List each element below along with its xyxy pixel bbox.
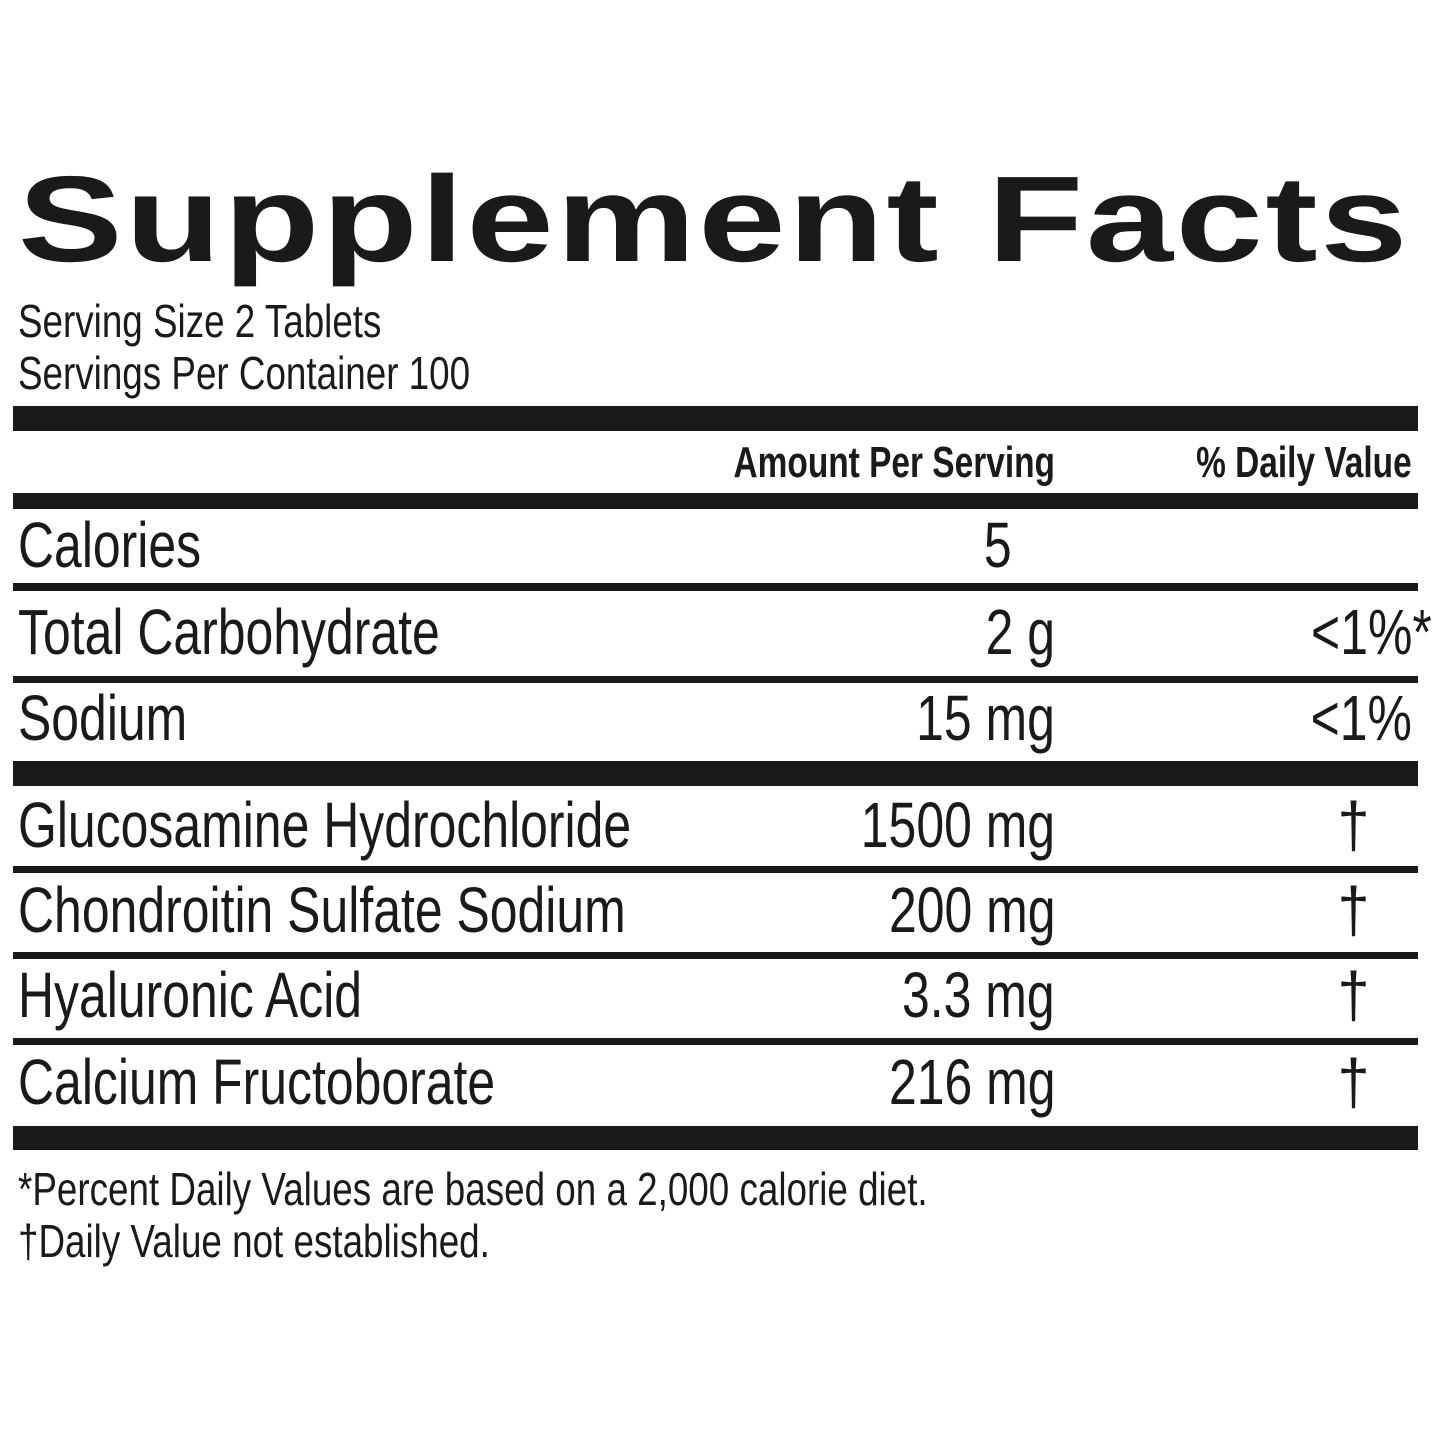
row-divider <box>13 583 1418 591</box>
dagger-mark: † <box>1337 874 1370 946</box>
thick-divider <box>13 1126 1418 1150</box>
ingredient-name: Hyaluronic Acid <box>18 959 363 1031</box>
ingredient-row: Hyaluronic Acid 3.3 mg † <box>0 955 1445 1035</box>
panel-title: Supplement Facts <box>18 151 1410 287</box>
dagger-mark: † <box>1337 789 1370 861</box>
nutrient-daily-value: <1% <box>1310 682 1412 754</box>
row-divider <box>13 952 1418 959</box>
nutrient-name: Total Carbohydrate <box>18 596 440 668</box>
ingredient-row: Glucosamine Hydrochloride 1500 mg † <box>0 785 1445 865</box>
nutrient-name: Sodium <box>18 682 188 754</box>
header-divider <box>13 493 1418 509</box>
nutrient-amount: 2 g <box>985 596 1055 668</box>
ingredient-row: Chondroitin Sulfate Sodium 200 mg † <box>0 870 1445 950</box>
ingredient-name: Glucosamine Hydrochloride <box>18 789 632 861</box>
nutrient-daily-value: <1%* <box>1311 596 1432 668</box>
ingredient-name: Chondroitin Sulfate Sodium <box>18 874 626 946</box>
ingredient-amount: 1500 mg <box>860 789 1055 861</box>
ingredient-row: Calcium Fructoborate 216 mg † <box>0 1042 1445 1122</box>
ingredient-name: Calcium Fructoborate <box>18 1046 496 1118</box>
daily-value-header: % Daily Value <box>1196 438 1412 487</box>
dagger-mark: † <box>1337 1046 1370 1118</box>
footnote-daily-value: *Percent Daily Values are based on a 2,0… <box>18 1163 928 1215</box>
ingredient-amount: 200 mg <box>888 874 1055 946</box>
ingredient-amount: 3.3 mg <box>902 959 1055 1031</box>
amount-per-serving-header: Amount Per Serving <box>733 438 1055 487</box>
ingredient-amount: 216 mg <box>888 1046 1055 1118</box>
nutrient-amount: 5 <box>984 509 1012 581</box>
row-divider <box>13 1038 1418 1045</box>
dagger-mark: † <box>1337 959 1370 1031</box>
nutrient-name: Calories <box>18 509 202 581</box>
thick-divider <box>13 406 1418 431</box>
row-divider <box>13 676 1418 683</box>
nutrient-row: Sodium 15 mg <1% <box>0 678 1445 758</box>
footnote-dagger: †Daily Value not established. <box>18 1215 490 1267</box>
nutrient-row: Calories 5 <box>0 505 1445 585</box>
thick-divider <box>13 761 1418 786</box>
nutrient-amount: 15 mg <box>916 682 1055 754</box>
serving-size: Serving Size 2 Tablets <box>18 295 382 347</box>
row-divider <box>13 866 1418 873</box>
nutrient-row: Total Carbohydrate 2 g <1%* <box>0 592 1445 672</box>
servings-per-container: Servings Per Container 100 <box>18 347 471 399</box>
